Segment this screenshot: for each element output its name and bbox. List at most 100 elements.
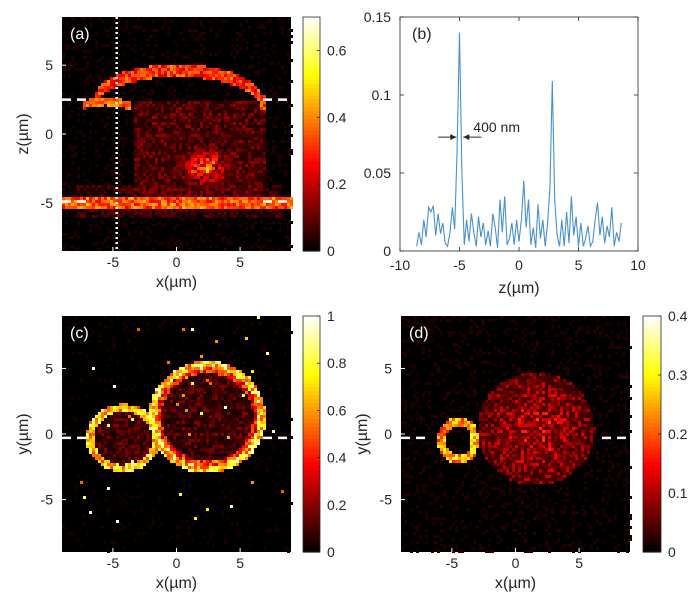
heatmap-cell xyxy=(224,104,227,107)
heatmap-cell xyxy=(137,113,140,116)
heatmap-cell xyxy=(209,173,212,176)
heatmap-cell xyxy=(221,388,224,391)
heatmap-cell xyxy=(89,17,92,20)
heatmap-cell xyxy=(152,20,155,23)
heatmap-cell xyxy=(206,439,209,442)
heatmap-cell xyxy=(194,89,197,92)
heatmap-cell xyxy=(182,77,185,80)
heatmap-cell xyxy=(224,460,227,463)
heatmap-cell xyxy=(275,197,278,200)
heatmap-cell xyxy=(77,209,80,212)
heatmap-cell xyxy=(185,71,188,74)
heatmap-cell xyxy=(281,155,284,158)
heatmap-cell xyxy=(218,152,221,155)
heatmap-cell xyxy=(200,110,203,113)
heatmap-cell xyxy=(98,104,101,107)
heatmap-cell xyxy=(236,158,239,161)
heatmap-cell xyxy=(119,26,122,29)
heatmap-cell xyxy=(167,391,170,394)
heatmap-cell xyxy=(140,122,143,125)
heatmap-cell xyxy=(128,451,131,454)
heatmap-cell xyxy=(191,382,194,385)
heatmap-cell xyxy=(236,149,239,152)
heatmap-cell xyxy=(143,176,146,179)
heatmap-cell xyxy=(227,427,230,430)
heatmap-cell xyxy=(233,457,236,460)
heatmap-cell xyxy=(140,128,143,131)
heatmap-cell xyxy=(155,212,158,215)
heatmap-cell xyxy=(212,128,215,131)
heatmap-cell xyxy=(146,236,149,239)
heatmap-cell xyxy=(146,119,149,122)
heatmap-cell xyxy=(269,62,272,65)
heatmap-cell xyxy=(203,442,206,445)
heatmap-cell xyxy=(176,379,179,382)
heatmap-cell xyxy=(116,194,119,197)
heatmap-cell xyxy=(236,77,239,80)
heatmap-cell xyxy=(167,140,170,143)
heatmap-cell xyxy=(188,161,191,164)
heatmap-cell xyxy=(227,152,230,155)
heatmap-cell xyxy=(221,460,224,463)
heatmap-cell xyxy=(101,56,104,59)
heatmap-cell xyxy=(227,116,230,119)
heatmap-cell xyxy=(269,409,272,412)
heatmap-cell xyxy=(260,26,263,29)
heatmap-cell xyxy=(239,149,242,152)
heatmap-cell xyxy=(77,352,80,355)
heatmap-cell xyxy=(155,191,158,194)
heatmap-cell xyxy=(131,185,134,188)
heatmap-cell xyxy=(173,122,176,125)
heatmap-cell xyxy=(158,161,161,164)
heatmap-cell xyxy=(116,179,119,182)
heatmap-cell xyxy=(233,182,236,185)
heatmap-cell xyxy=(257,245,260,248)
heatmap-cell xyxy=(164,448,167,451)
heatmap-cell xyxy=(146,418,149,421)
heatmap-cell xyxy=(155,200,158,203)
heatmap-cell xyxy=(95,191,98,194)
heatmap-cell xyxy=(125,194,128,197)
heatmap-cell xyxy=(146,158,149,161)
heatmap-cell xyxy=(113,421,116,424)
heatmap-cell xyxy=(68,32,71,35)
heatmap-cell xyxy=(104,239,107,242)
heatmap-cell xyxy=(206,391,209,394)
heatmap-cell xyxy=(239,140,242,143)
heatmap-cell xyxy=(239,92,242,95)
heatmap-cell xyxy=(113,185,116,188)
heatmap-cell xyxy=(152,29,155,32)
colorbar-band xyxy=(303,180,320,186)
heatmap-cell xyxy=(173,212,176,215)
heatmap-cell xyxy=(224,98,227,101)
heatmap-cell xyxy=(134,179,137,182)
heatmap-cell xyxy=(137,197,140,200)
heatmap-cell xyxy=(257,233,260,236)
heatmap-cell xyxy=(170,442,173,445)
heatmap-cell xyxy=(209,110,212,113)
heatmap-cell xyxy=(224,167,227,170)
heatmap-cell xyxy=(185,197,188,200)
heatmap-cell xyxy=(230,179,233,182)
heatmap-cell xyxy=(119,71,122,74)
heatmap-cell xyxy=(113,406,116,409)
heatmap-cell xyxy=(248,454,251,457)
heatmap-cell xyxy=(125,406,128,409)
heatmap-cell xyxy=(242,77,245,80)
heatmap-cell xyxy=(86,502,89,505)
heatmap-cell xyxy=(200,119,203,122)
heatmap-cell xyxy=(251,107,254,110)
heatmap-cell xyxy=(242,391,245,394)
heatmap-cell xyxy=(98,155,101,158)
heatmap-cell xyxy=(200,104,203,107)
heatmap-cell xyxy=(242,454,245,457)
heatmap-cell xyxy=(80,430,83,433)
heatmap-cell xyxy=(194,436,197,439)
heatmap-cell xyxy=(197,409,200,412)
heatmap-cell xyxy=(272,86,275,89)
heatmap-cell xyxy=(146,209,149,212)
heatmap-cell xyxy=(143,74,146,77)
heatmap-cell xyxy=(212,379,215,382)
heatmap-cell xyxy=(239,125,242,128)
heatmap-cell xyxy=(242,170,245,173)
